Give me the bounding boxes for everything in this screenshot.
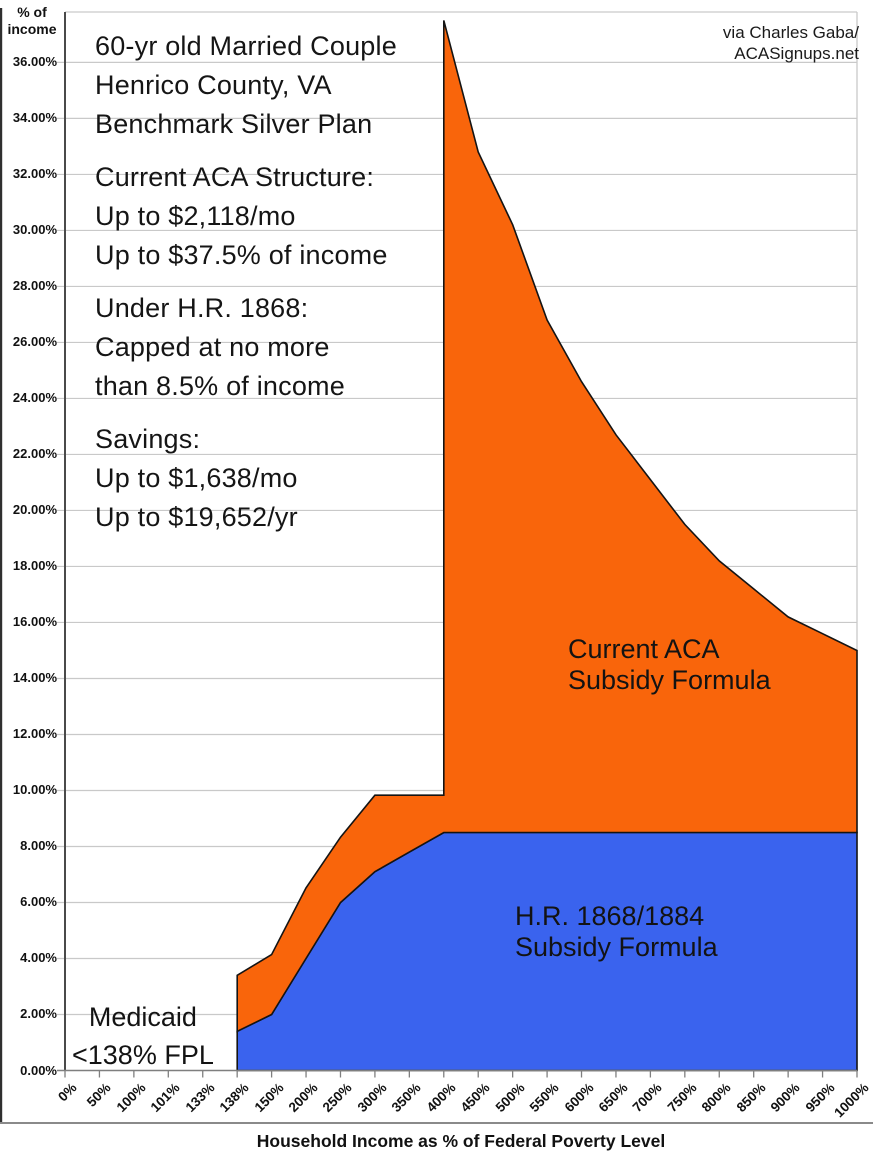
y-tick-label: 18.00%	[12, 558, 57, 574]
y-tick-label: 12.00%	[12, 726, 57, 742]
info-line: Up to $37.5% of income	[95, 240, 388, 270]
hr1868-label-line1: H.R. 1868/1884	[515, 901, 705, 931]
info-line: Capped at no more	[95, 332, 330, 362]
current-aca-area-label: Current ACA Subsidy Formula	[568, 634, 771, 696]
info-line: Benchmark Silver Plan	[95, 109, 373, 139]
medicaid-label-line2: <138% FPL	[72, 1040, 214, 1070]
info-line: than 8.5% of income	[95, 371, 345, 401]
current-aca-label-line1: Current ACA	[568, 634, 720, 664]
axes-and-ticks	[0, 8, 873, 1124]
y-tick-label: 28.00%	[12, 278, 57, 294]
info-line: 60-yr old Married Couple	[95, 31, 397, 61]
info-line: Henrico County, VA	[95, 70, 332, 100]
y-tick-label: 26.00%	[12, 334, 57, 350]
info-paragraph-scenario: 60-yr old Married Couple Henrico County,…	[95, 27, 397, 144]
y-axis-title-line2: income	[7, 21, 57, 37]
y-tick-label: 0.00%	[20, 1062, 57, 1078]
y-tick-label: 16.00%	[12, 614, 57, 630]
info-paragraph-current-aca: Current ACA Structure: Up to $2,118/mo U…	[95, 158, 397, 275]
info-line: Savings:	[95, 424, 201, 454]
info-paragraph-savings: Savings: Up to $1,638/mo Up to $19,652/y…	[95, 420, 397, 537]
current-aca-subsidy-area	[236, 20, 858, 1033]
info-block: 60-yr old Married Couple Henrico County,…	[95, 27, 397, 551]
info-line: Current ACA Structure:	[95, 162, 375, 192]
info-line: Up to $1,638/mo	[95, 463, 298, 493]
info-line: Under H.R. 1868:	[95, 293, 309, 323]
attribution: via Charles Gaba/ ACASignups.net	[559, 22, 859, 64]
attribution-line2: ACASignups.net	[734, 44, 859, 63]
y-tick-label: 30.00%	[12, 222, 57, 238]
info-paragraph-hr1868: Under H.R. 1868: Capped at no more than …	[95, 289, 397, 406]
medicaid-label-line1: Medicaid	[88, 1002, 197, 1032]
y-tick-label: 34.00%	[12, 110, 57, 126]
y-tick-label: 4.00%	[20, 950, 57, 966]
info-line: Up to $19,652/yr	[95, 502, 298, 532]
y-tick-label: 22.00%	[12, 446, 57, 462]
y-tick-label: 14.00%	[12, 670, 57, 686]
y-tick-label: 6.00%	[20, 894, 57, 910]
y-tick-label: 20.00%	[12, 502, 57, 518]
y-tick-label: 32.00%	[12, 166, 57, 182]
current-aca-label-line2: Subsidy Formula	[568, 665, 771, 695]
info-line: Up to $2,118/mo	[95, 201, 296, 231]
y-axis-title: % of income	[4, 4, 60, 38]
hr1868-area-label: H.R. 1868/1884 Subsidy Formula	[515, 901, 718, 963]
medicaid-label: Medicaid <138% FPL	[72, 998, 214, 1074]
y-axis-title-line1: % of	[17, 4, 47, 20]
y-tick-label: 8.00%	[20, 838, 57, 854]
x-axis-title: Household Income as % of Federal Poverty…	[256, 1131, 666, 1151]
hr1868-label-line2: Subsidy Formula	[515, 932, 718, 962]
y-tick-label: 2.00%	[20, 1006, 57, 1022]
y-tick-label: 10.00%	[12, 782, 57, 798]
y-tick-label: 24.00%	[12, 390, 57, 406]
attribution-line1: via Charles Gaba/	[722, 23, 859, 42]
y-tick-label: 36.00%	[12, 54, 57, 70]
